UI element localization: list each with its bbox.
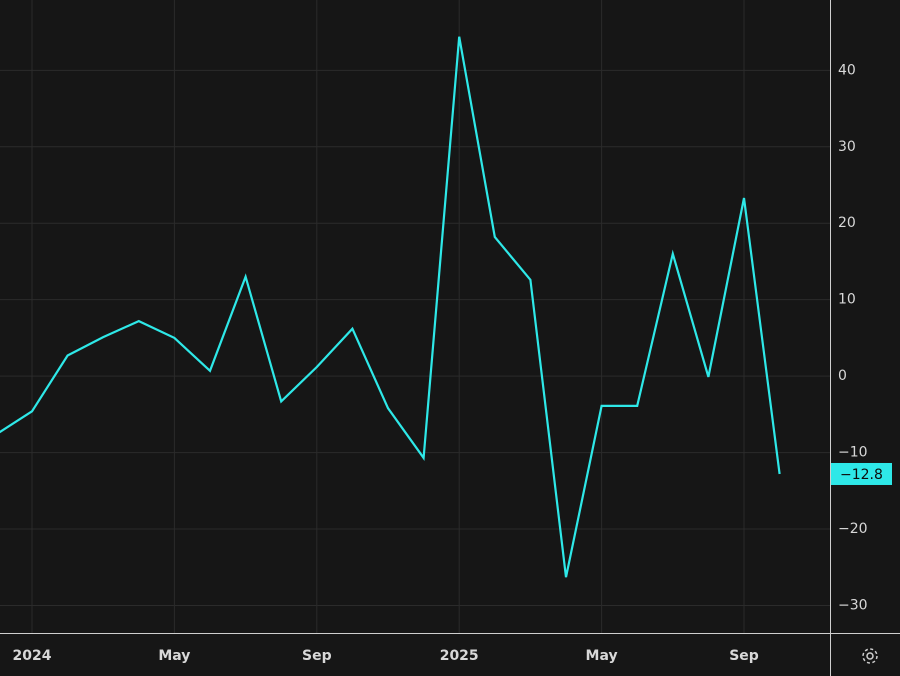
last-value-label: −12.8 — [840, 467, 883, 483]
x-tick-label: 2025 — [440, 648, 479, 664]
y-tick-label: 20 — [838, 215, 856, 231]
y-tick-label: −10 — [838, 445, 868, 461]
y-tick-label: 0 — [838, 368, 847, 384]
grid — [0, 0, 830, 633]
y-tick-label: −20 — [838, 521, 868, 537]
x-tick-label: May — [586, 648, 618, 664]
y-tick-label: 40 — [838, 62, 856, 78]
x-tick-label: Sep — [302, 648, 332, 664]
x-tick-label: May — [158, 648, 190, 664]
settings-icon[interactable] — [862, 648, 878, 664]
x-tick-label: Sep — [729, 648, 759, 664]
series-line — [0, 36, 781, 578]
x-tick-label: 2024 — [13, 648, 52, 664]
y-tick-label: 10 — [838, 292, 856, 308]
y-tick-label: 30 — [838, 139, 856, 155]
y-tick-label: −30 — [838, 597, 868, 613]
last-value-badge — [831, 462, 892, 485]
